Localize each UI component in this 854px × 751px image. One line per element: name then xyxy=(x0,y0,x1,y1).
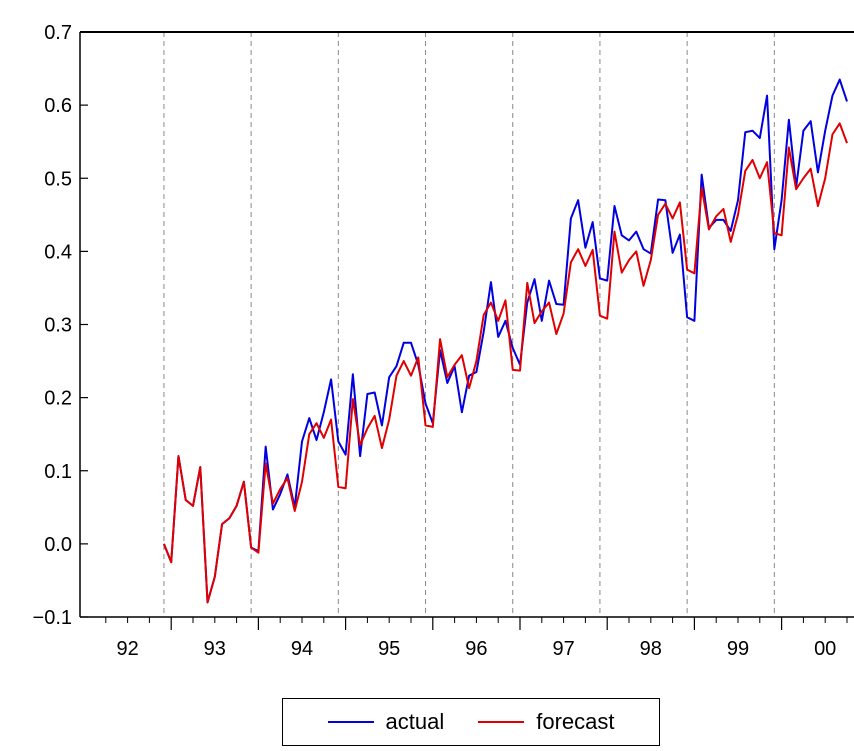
legend-item-forecast: forecast xyxy=(478,709,614,735)
y-tick-label: 0.2 xyxy=(44,388,72,410)
x-tick-label: 00 xyxy=(814,638,836,660)
x-tick-label: 94 xyxy=(291,638,313,660)
legend-swatch-forecast xyxy=(478,721,525,723)
reference-lines xyxy=(163,32,775,617)
y-axis: −0.1 0.0 0.1 0.2 0.3 0.4 0.5 0.6 0.7 xyxy=(33,22,854,629)
y-tick-label: 0.1 xyxy=(44,461,72,483)
y-tick-label: 0.6 xyxy=(44,95,72,117)
legend-swatch-actual xyxy=(327,721,374,723)
x-tick-label: 93 xyxy=(204,638,226,660)
x-tick-label: 92 xyxy=(116,638,138,660)
y-tick-label: 0.7 xyxy=(44,22,72,44)
y-tick-label: 0.4 xyxy=(44,241,72,263)
x-axis: 92 93 94 95 96 97 98 99 00 xyxy=(80,616,854,660)
legend-label-forecast: forecast xyxy=(536,709,615,734)
legend-item-actual: actual xyxy=(327,709,445,735)
x-tick-label: 97 xyxy=(552,638,574,660)
legend-label-actual: actual xyxy=(385,709,445,734)
series-line-actual xyxy=(163,78,848,604)
series-line-forecast xyxy=(163,122,848,604)
y-tick-label: 0.3 xyxy=(44,315,72,337)
x-tick-label: 99 xyxy=(727,638,749,660)
legend: actual forecast xyxy=(282,698,660,746)
x-tick-label: 95 xyxy=(378,638,400,660)
y-tick-label: −0.1 xyxy=(33,607,72,629)
y-tick-label: 0.5 xyxy=(44,168,72,190)
y-tick-label: 0.0 xyxy=(44,534,72,556)
x-tick-label: 96 xyxy=(465,638,487,660)
x-tick-label: 98 xyxy=(640,638,662,660)
series-layer xyxy=(163,78,848,604)
